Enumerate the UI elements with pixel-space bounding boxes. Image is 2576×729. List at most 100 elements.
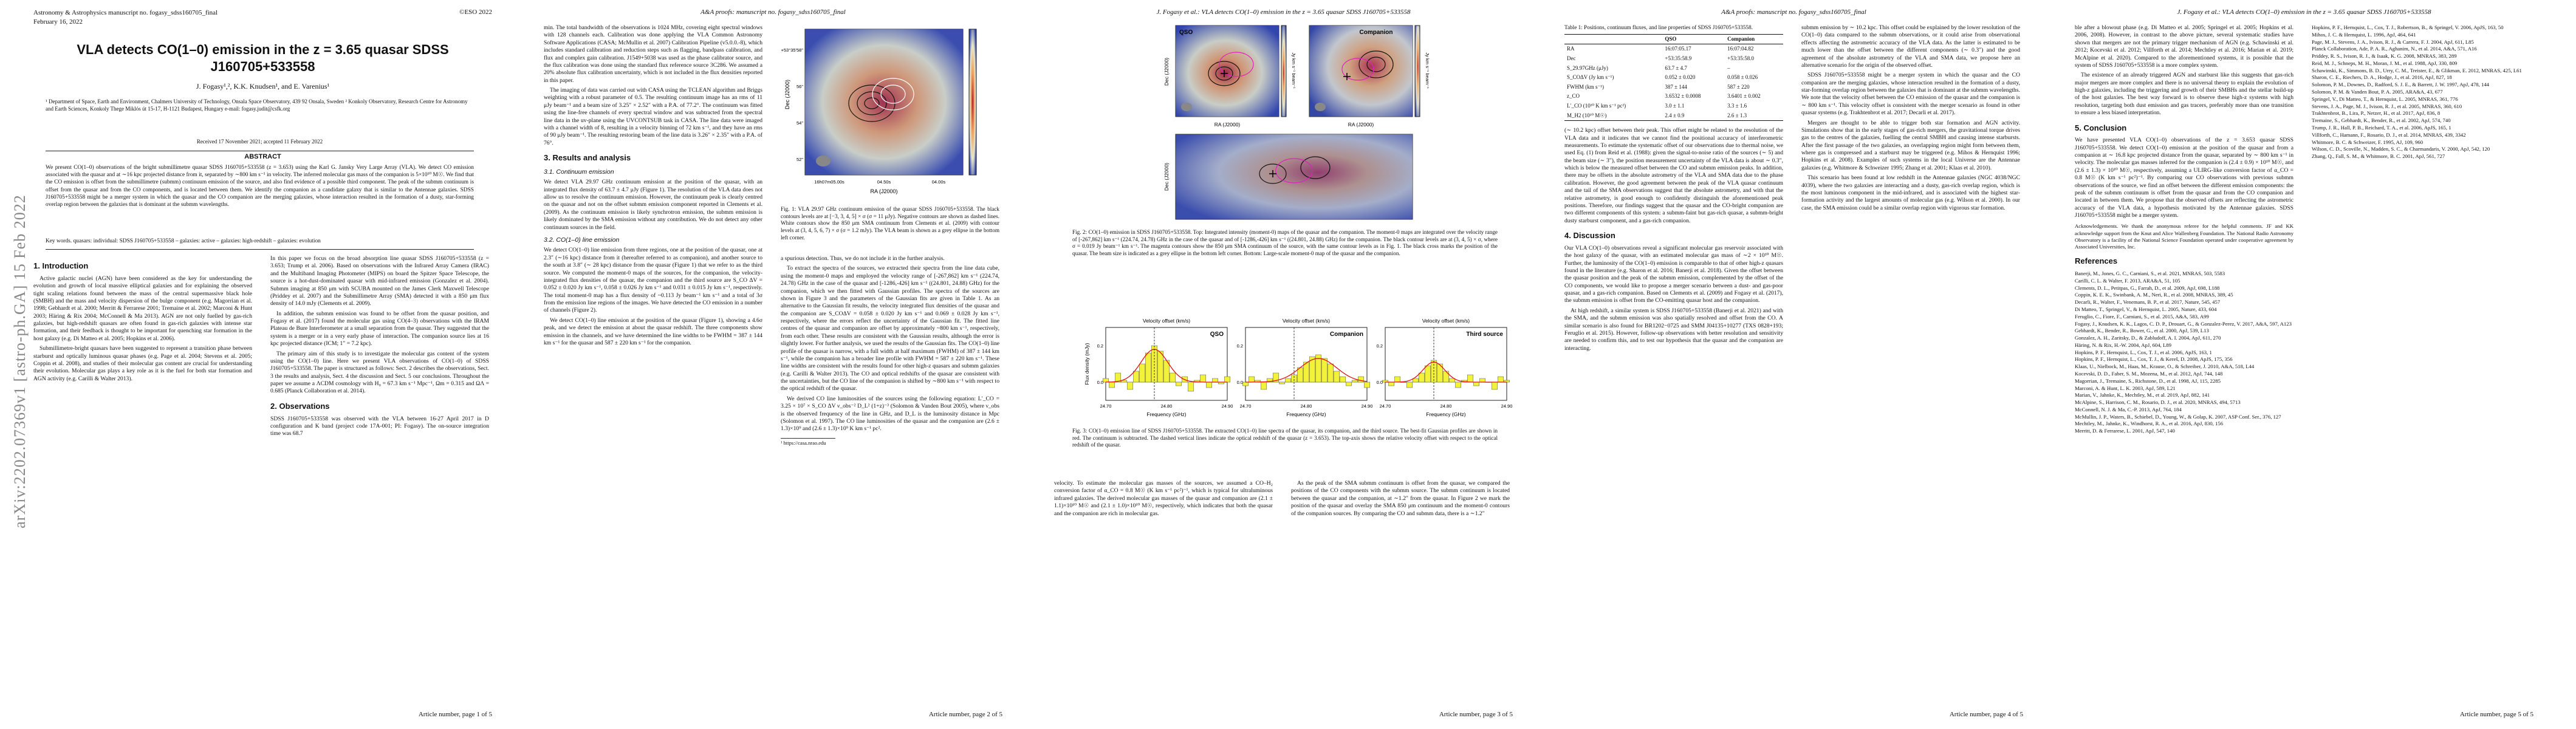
column-left: Table 1: Positions, continuum fluxes, an… — [1564, 24, 1783, 355]
table-cell: +53:35:58.0 — [1727, 55, 1754, 61]
spectrum-bar — [1497, 376, 1504, 383]
spectrum-bar — [1260, 382, 1267, 390]
tick-label: +53°35'58" — [781, 47, 803, 53]
reference-item: Hopkins, P. F., Hernquist, L., Cox, T. J… — [2075, 349, 2212, 355]
colorbar — [968, 29, 977, 176]
reference-item: Wilson, C. D., Scoville, N., Madden, S. … — [2312, 146, 2490, 152]
qso-map-emission — [1176, 26, 1279, 117]
spectrum-bar — [1242, 382, 1249, 386]
spectrum-bar — [1205, 382, 1213, 388]
reference-item: Reid, M. J., Schneps, M. H., Moran, J. M… — [2312, 60, 2458, 66]
tick-label: 52" — [796, 157, 803, 162]
reference-item: Mechtley, M., Jahnke, K., Windhorst, R. … — [2075, 420, 2224, 427]
reference-item: Zhang, Q., Fall, S. M., & Whitmore, B. C… — [2312, 153, 2445, 160]
tick-label: 24.90 — [1222, 403, 1233, 409]
table-1-caption: Table 1: Positions, continuum fluxes, an… — [1564, 24, 1753, 30]
table-cell: 63.7 ± 4.7 — [1665, 64, 1687, 71]
abstract: We present CO(1–0) observations of the b… — [46, 165, 474, 208]
section-heading: 4. Discussion — [1564, 231, 1615, 241]
tick-label: 0.0 — [1097, 380, 1103, 385]
column-right: In this paper we focus on the broad abso… — [270, 255, 489, 440]
beam-ellipse — [1181, 103, 1192, 111]
spectrum-bar — [1333, 371, 1340, 383]
reference-item: Trump, J. R., Hall, P. B., Reichard, T. … — [2312, 124, 2451, 131]
table-cell: +53:35:58.9 — [1665, 55, 1692, 61]
paragraph: In this paper we focus on the broad abso… — [270, 255, 489, 307]
column-right: As the peak of the SMA submm continuum i… — [1291, 480, 1510, 520]
table-cell: 16:07:04.82 — [1727, 46, 1754, 52]
contour — [1300, 156, 1331, 179]
spectrum-bar — [1290, 374, 1298, 383]
references-right: Hopkins, P. F., Hernquist, L., Cox, T. J… — [2312, 24, 2530, 160]
running-head: A&A proofs: manuscript no. fogasy_sdss16… — [1721, 9, 1866, 16]
page-1: arXiv:2202.07369v1 [astro-ph.GA] 15 Feb … — [9, 0, 510, 729]
paragraph: At high redshift, a similar system is SD… — [1564, 307, 1783, 352]
reference-item: Gebhardt, K., Bender, R., Bower, G., et … — [2075, 327, 2209, 334]
table-cell: 3.0 ± 1.1 — [1665, 102, 1685, 109]
tick-label: 24.90 — [1362, 403, 1373, 409]
tick-label: 04.00s — [932, 179, 946, 185]
quasar-cross-icon — [1221, 70, 1228, 77]
reference-item: Carilli, C. L. & Walter, F. 2013, ARA&A,… — [2075, 277, 2180, 284]
table-header — [1564, 34, 1662, 44]
reference-item: Solomon, P. M. & Vanden Bout, P. A. 2005… — [2312, 89, 2443, 95]
reference-item: Tremaine, S., Gebhardt, K., Bender, R., … — [2312, 117, 2451, 124]
acknowledgements: Acknowledgements. We thank the anonymous… — [2075, 223, 2293, 250]
table-cell: – — [1727, 64, 1730, 71]
table-cell: 2.6 ± 1.3 — [1727, 112, 1747, 118]
paragraph: velocity. To estimate the molecular gas … — [1054, 480, 1273, 517]
reference-item: Whitmore, B. C. & Schweizer, F. 1995, AJ… — [2312, 139, 2424, 145]
spectrum-bar — [1248, 376, 1255, 383]
table-row: M_H2 (10¹⁰ M☉) 2.4 ± 0.9 2.6 ± 1.3 — [1564, 111, 1783, 121]
spectrum-bar — [1272, 372, 1279, 383]
spectrum-bar — [1108, 382, 1115, 388]
table-cell: Dec — [1567, 55, 1576, 61]
column-left: 1. Introduction Active galactic nuclei (… — [33, 255, 252, 385]
spectrum-bar — [1467, 374, 1474, 383]
spectrum-bar — [1139, 363, 1146, 383]
spectrum-bar — [1412, 378, 1419, 383]
tick-label: 24.80 — [1440, 403, 1452, 409]
figure-3-spectra: QSO Velocity offset (km/s) Frequency (GHz)… — [1084, 318, 1512, 417]
copyright: ©ESO 2022 — [459, 9, 492, 16]
x-axis-label: Frequency (GHz) — [1286, 411, 1326, 417]
figure-2-maps: QSO Jy km s⁻¹ beam⁻¹ Dec (J2000) RA (J20… — [1163, 25, 1430, 220]
reference-item: Planck Collaboration, Ade, P. A. R., Agh… — [2312, 46, 2477, 52]
panel-title: Companion — [1330, 331, 1363, 338]
section-heading: 1. Introduction — [33, 261, 89, 270]
figure-1-caption: Fig. 1: VLA 29.97 GHz continuum emission… — [781, 206, 999, 241]
sma-contour — [872, 78, 914, 111]
spectrum-bar — [1266, 378, 1273, 383]
spectrum-bar — [1102, 378, 1109, 383]
paragraph: We have presented VLA CO(1–0) observatio… — [2075, 137, 2293, 219]
sma-contour — [880, 84, 906, 104]
reference-item: Banerji, M., Jones, G. C., Carniani, S.,… — [2075, 270, 2225, 277]
spectrum-bar — [1491, 382, 1498, 390]
journal-date: February 16, 2022 — [33, 18, 83, 26]
x-axis-label: RA (J2000) — [1214, 122, 1241, 128]
table-cell: M_H2 (10¹⁰ M☉) — [1567, 112, 1607, 118]
spectrum-bar — [1187, 382, 1194, 392]
spectrum-bar — [1454, 382, 1462, 388]
figure-1-map: Dec (J2000) RA (J2000) 16h07m05.00s 04.5… — [781, 29, 977, 194]
arxiv-stamp-text: arXiv:2202.07369v1 [astro-ph.GA] 15 Feb … — [11, 194, 29, 529]
panel-title: Third source — [1466, 331, 1503, 338]
figure-3-caption: Fig. 3: CO(1–0) emission line of SDSS J1… — [1072, 428, 1498, 448]
beam-ellipse — [1315, 103, 1326, 111]
spectrum-bar — [1406, 382, 1413, 388]
paper-authors: J. Fogasy¹,², K.K. Knudsen¹, and E. Vare… — [196, 82, 330, 91]
spectrum-bar — [1321, 358, 1328, 383]
contour — [857, 91, 887, 115]
reference-item: McConnell, N. J. & Ma, C.-P. 2013, ApJ, … — [2075, 406, 2182, 412]
spectrum-frame — [1385, 327, 1507, 401]
running-head: J. Fogasy et al.: VLA detects CO(1–0) em… — [2177, 9, 2431, 16]
running-head: A&A proofs: manuscript no. fogasy_sdss16… — [701, 9, 846, 16]
y-axis-label: Dec (J2000) — [1163, 163, 1170, 191]
reference-item: Page, M. J., Stevens, J. A., Ivison, R. … — [2312, 38, 2474, 45]
spectrum-bar — [1309, 356, 1316, 383]
paragraph: min. The total bandwidth of the observat… — [544, 24, 762, 84]
paragraph: The primary aim of this study is to inve… — [270, 350, 489, 395]
paragraph: We detect VLA 29.97 GHz continuum emissi… — [544, 179, 762, 231]
paragraph: We detect CO(1–0) line emission at the p… — [544, 317, 762, 346]
spectrum-bar — [1424, 365, 1431, 383]
